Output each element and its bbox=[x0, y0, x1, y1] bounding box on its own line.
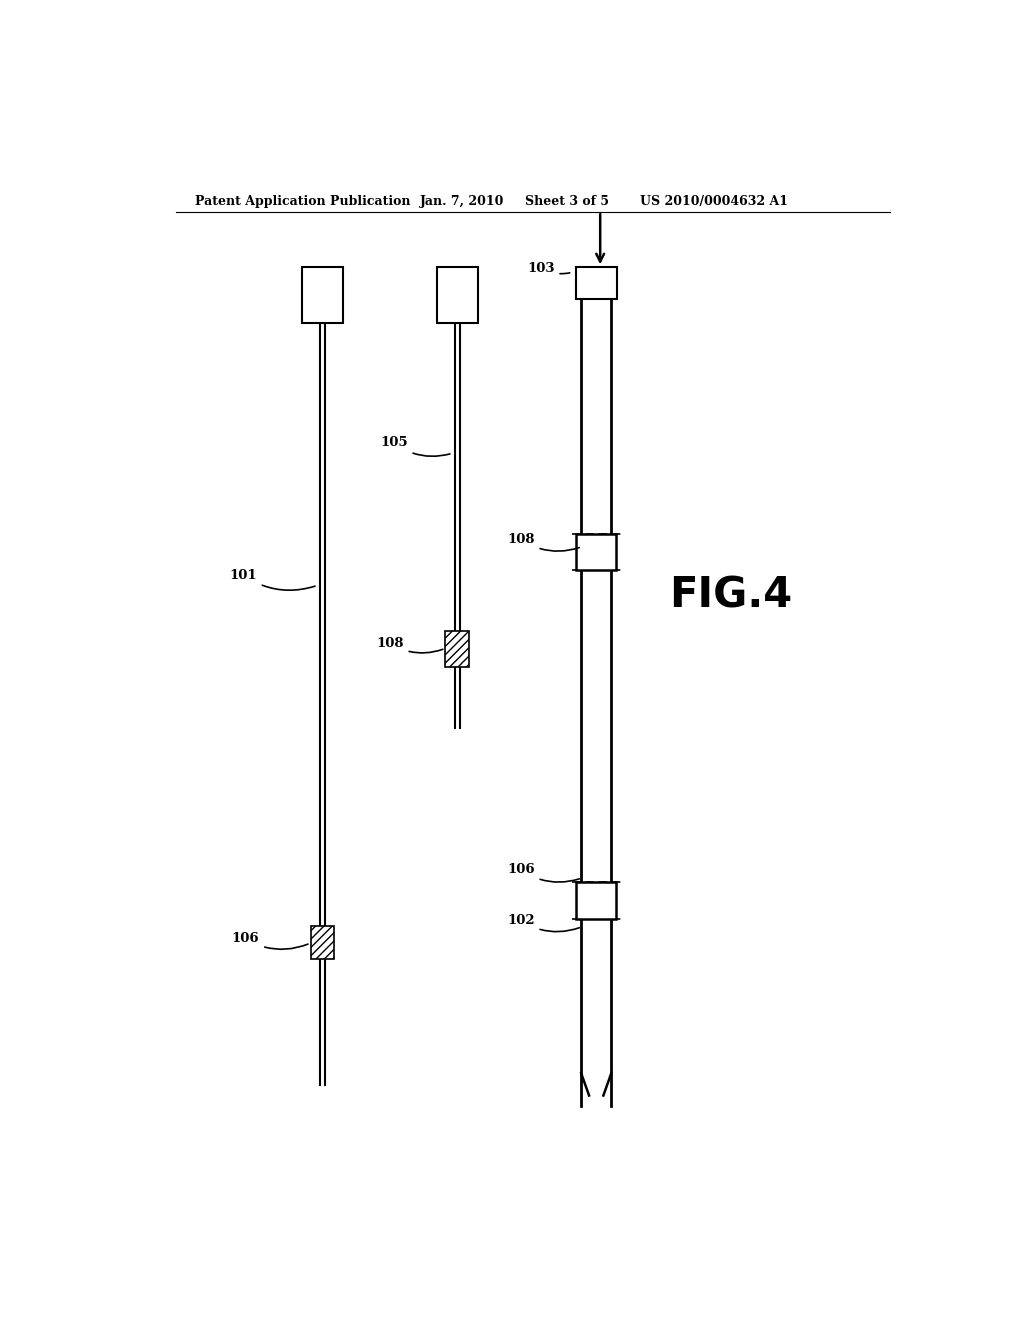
Text: 103: 103 bbox=[527, 261, 569, 275]
Text: Jan. 7, 2010: Jan. 7, 2010 bbox=[420, 194, 505, 207]
Bar bbox=[302, 267, 343, 323]
Bar bbox=[445, 631, 469, 667]
Bar bbox=[577, 535, 616, 570]
Text: FIG.4: FIG.4 bbox=[670, 574, 793, 616]
Text: 108: 108 bbox=[376, 636, 442, 653]
Text: 101: 101 bbox=[229, 569, 315, 590]
Bar bbox=[577, 882, 616, 919]
Bar bbox=[436, 267, 478, 323]
Text: Patent Application Publication: Patent Application Publication bbox=[196, 194, 411, 207]
Text: Sheet 3 of 5: Sheet 3 of 5 bbox=[524, 194, 609, 207]
Bar bbox=[310, 925, 334, 960]
Text: 102: 102 bbox=[507, 915, 580, 932]
Text: 106: 106 bbox=[231, 932, 308, 949]
Text: US 2010/0004632 A1: US 2010/0004632 A1 bbox=[640, 194, 787, 207]
Text: 108: 108 bbox=[507, 533, 580, 552]
Bar bbox=[575, 267, 616, 298]
Text: 106: 106 bbox=[507, 863, 580, 882]
Text: 105: 105 bbox=[380, 437, 450, 457]
